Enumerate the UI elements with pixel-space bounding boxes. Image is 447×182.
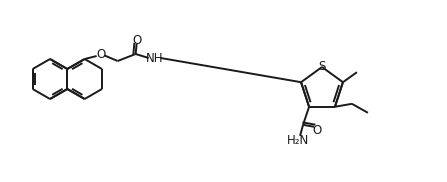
Text: NH: NH — [146, 52, 164, 64]
Text: S: S — [318, 60, 326, 72]
Text: O: O — [132, 33, 141, 46]
Text: H₂N: H₂N — [287, 134, 309, 147]
Text: O: O — [312, 124, 322, 137]
Text: O: O — [96, 48, 105, 60]
